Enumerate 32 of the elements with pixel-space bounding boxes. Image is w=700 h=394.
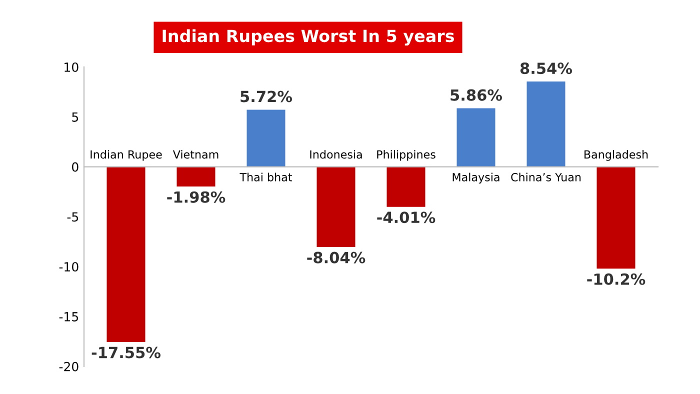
x-tick-label: Thai bhat (240, 172, 292, 182)
x-tick-label: Indonesia (310, 150, 362, 159)
data-label: -8.04% (307, 252, 366, 264)
bar (596, 166, 636, 269)
x-tick-label: China’s Yuan (511, 172, 581, 182)
x-tick-label: Vietnam (172, 150, 218, 159)
data-label: 8.54% (520, 62, 572, 74)
x-tick-label: Malaysia (452, 172, 500, 184)
y-tick-label: 0 (72, 162, 78, 172)
bar (246, 110, 286, 167)
y-tick-label: -20 (59, 362, 78, 372)
y-tick-label: -5 (67, 212, 78, 222)
bar (176, 166, 216, 187)
data-label: -4.01% (377, 212, 436, 224)
chart-title: Indian Rupees Worst In 5 years (162, 29, 454, 46)
data-label: -10.2% (587, 273, 646, 285)
bar (386, 166, 426, 207)
bar (456, 108, 496, 167)
x-tick-label: Indian Rupee (90, 150, 162, 161)
y-tick-label: -15 (59, 312, 78, 322)
data-label: -1.98% (167, 191, 226, 203)
y-tick-label: -10 (59, 262, 78, 272)
y-tick-label: 10 (64, 62, 78, 72)
x-tick-label: Philippines (377, 150, 436, 161)
y-tick-label: 5 (72, 112, 78, 122)
bar (106, 166, 146, 342)
x-tick-label: Bangladesh (584, 150, 648, 161)
data-label: -17.55% (92, 346, 160, 358)
data-label: 5.86% (450, 89, 502, 101)
bar (316, 166, 356, 248)
bar (526, 82, 566, 167)
data-label: 5.72% (240, 90, 292, 102)
